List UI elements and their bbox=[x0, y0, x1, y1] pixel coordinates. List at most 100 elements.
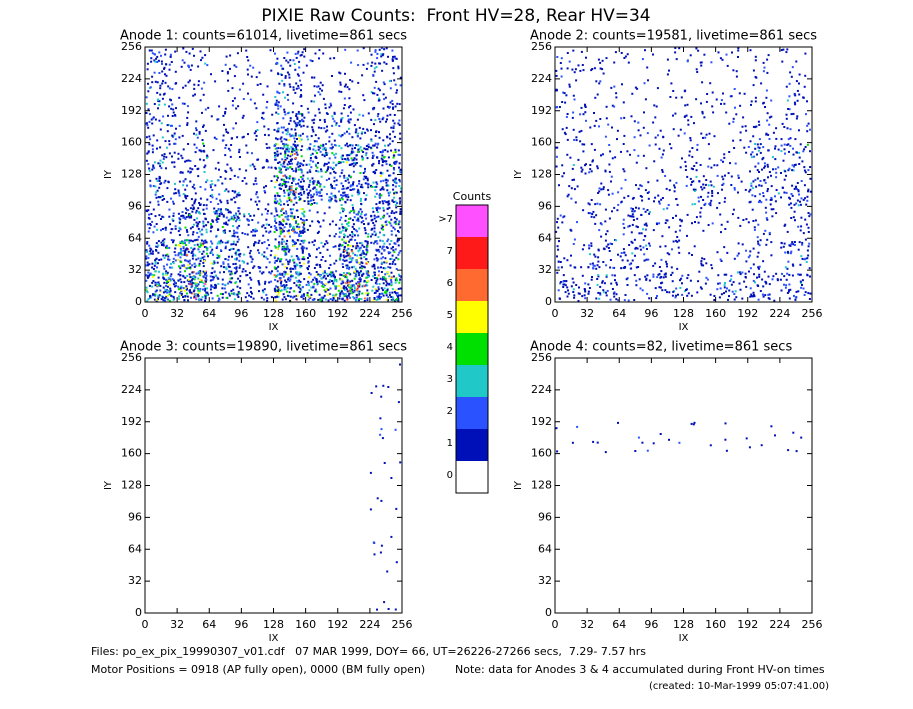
count-dot bbox=[609, 218, 611, 220]
count-dot bbox=[361, 156, 363, 158]
heat-cell bbox=[370, 143, 402, 175]
count-dot bbox=[313, 187, 315, 189]
count-dot bbox=[285, 60, 287, 62]
count-dot bbox=[291, 168, 293, 170]
count-dot bbox=[199, 251, 201, 253]
count-dot bbox=[588, 291, 590, 293]
count-dot bbox=[287, 72, 289, 74]
count-dot bbox=[380, 266, 382, 268]
count-dot bbox=[274, 156, 276, 158]
count-dot bbox=[764, 179, 766, 181]
count-dot bbox=[370, 129, 372, 131]
count-dot bbox=[381, 287, 383, 289]
count-dot bbox=[180, 252, 182, 254]
count-dot bbox=[214, 184, 216, 186]
count-dot bbox=[775, 145, 777, 147]
count-dot bbox=[387, 289, 389, 291]
count-dot bbox=[349, 144, 351, 146]
count-dot bbox=[323, 220, 325, 222]
count-dot bbox=[557, 245, 559, 247]
count-dot bbox=[158, 187, 160, 189]
count-dot bbox=[365, 198, 367, 200]
count-dot bbox=[313, 193, 315, 195]
count-dot bbox=[799, 157, 801, 159]
count-dot bbox=[298, 67, 300, 69]
count-dot bbox=[252, 258, 254, 260]
count-dot bbox=[344, 201, 346, 203]
count-dot bbox=[705, 179, 707, 181]
count-dot bbox=[342, 282, 344, 284]
count-dot bbox=[392, 288, 394, 290]
count-dot bbox=[661, 157, 663, 159]
count-dot bbox=[572, 168, 574, 170]
count-dot bbox=[197, 175, 199, 177]
y-axis-label: IY bbox=[103, 169, 114, 179]
count-dot bbox=[557, 218, 559, 220]
count-dot bbox=[206, 231, 208, 233]
count-dot bbox=[254, 102, 256, 104]
count-dot bbox=[192, 226, 194, 228]
count-dot bbox=[566, 259, 568, 261]
count-dot bbox=[275, 300, 277, 302]
count-dot bbox=[315, 164, 317, 166]
count-dot bbox=[324, 121, 326, 123]
count-dot bbox=[658, 222, 660, 224]
count-dot bbox=[243, 98, 245, 100]
count-dot bbox=[195, 134, 197, 136]
count-dot bbox=[194, 296, 196, 298]
count-dot bbox=[280, 282, 282, 284]
count-dot bbox=[360, 203, 362, 205]
count-dot bbox=[287, 128, 289, 130]
count-dot bbox=[145, 255, 147, 257]
count-dot bbox=[297, 295, 299, 297]
count-dot bbox=[752, 209, 754, 211]
count-dot bbox=[281, 243, 283, 245]
count-dot bbox=[363, 148, 365, 150]
count-dot bbox=[711, 195, 713, 197]
count-dot bbox=[595, 214, 597, 216]
count-dot bbox=[380, 296, 382, 298]
count-dot bbox=[237, 296, 239, 298]
count-dot bbox=[276, 175, 278, 177]
count-dot bbox=[289, 188, 291, 190]
count-dot bbox=[156, 229, 158, 231]
count-dot bbox=[560, 215, 562, 217]
count-dot bbox=[589, 168, 591, 170]
count-dot bbox=[339, 175, 341, 177]
count-dot bbox=[245, 270, 247, 272]
count-dot bbox=[719, 202, 721, 204]
count-dot bbox=[233, 241, 235, 243]
count-dot bbox=[227, 224, 229, 226]
count-dot bbox=[381, 271, 383, 273]
count-dot bbox=[235, 108, 237, 110]
count-dot bbox=[230, 290, 232, 292]
count-dot bbox=[215, 275, 217, 277]
count-dot bbox=[184, 62, 186, 64]
count-dot bbox=[605, 264, 607, 266]
count-dot bbox=[211, 243, 213, 245]
count-dot bbox=[226, 268, 228, 270]
count-dot bbox=[310, 204, 312, 206]
count-dot bbox=[314, 290, 316, 292]
count-dot bbox=[222, 139, 224, 141]
count-dot bbox=[193, 219, 195, 221]
count-dot bbox=[316, 191, 318, 193]
count-dot bbox=[347, 154, 349, 156]
count-dot bbox=[302, 286, 304, 288]
count-dot bbox=[382, 180, 384, 182]
count-dot bbox=[254, 241, 256, 243]
count-dot bbox=[158, 277, 160, 279]
count-dot bbox=[174, 291, 176, 293]
count-dot bbox=[303, 192, 305, 194]
count-dot bbox=[199, 288, 201, 290]
count-dot bbox=[261, 297, 263, 299]
count-dot bbox=[374, 292, 376, 294]
count-dot bbox=[614, 275, 616, 277]
count-dot bbox=[390, 87, 392, 89]
count-dot bbox=[558, 240, 560, 242]
count-dot bbox=[376, 283, 378, 285]
count-dot bbox=[331, 152, 333, 154]
count-dot bbox=[146, 96, 148, 98]
count-dot bbox=[399, 227, 401, 229]
count-dot bbox=[373, 155, 375, 157]
